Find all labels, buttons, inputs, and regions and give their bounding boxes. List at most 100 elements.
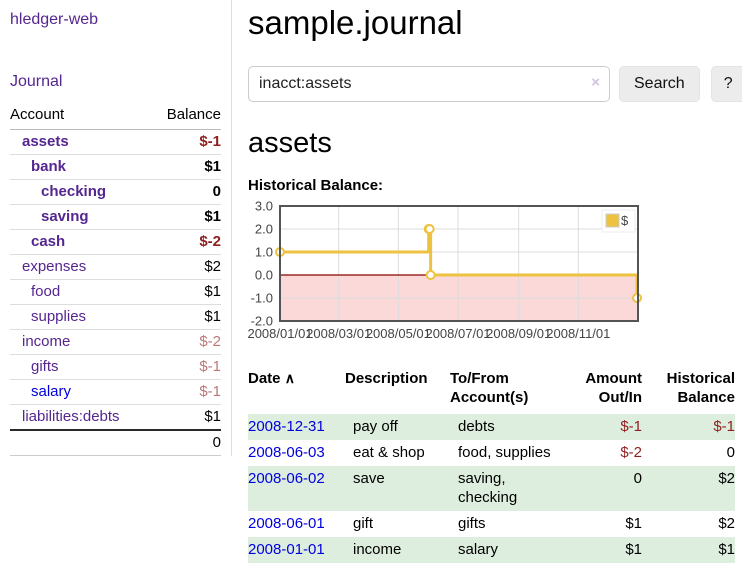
transaction-amount: $-2 <box>620 444 642 461</box>
nav-journal-link[interactable]: Journal <box>10 73 63 90</box>
register-row: 2008-06-03 eat & shop food, supplies $-2… <box>248 440 735 466</box>
accounts-total: 0 <box>151 429 221 456</box>
historical-balance-chart: 3.0 2.0 1.0 0.0 -1.0 -2.0 2008/01/01 2008/03/01… <box>247 199 742 357</box>
balance-header-line2: Balance <box>677 389 735 406</box>
svg-text:2008/05/01: 2008/05/01 <box>366 326 431 341</box>
register-header-row: Date ∧ Description To/From Account(s) Am… <box>248 369 735 414</box>
account-row-cash: cash $-2 <box>10 229 221 255</box>
transaction-description: gift <box>353 515 374 532</box>
svg-text:2008/03/01: 2008/03/01 <box>306 326 371 341</box>
sidebar: hledger-web Journal Account Balance asse… <box>0 0 232 456</box>
account-row-salary: salary $-1 <box>10 379 221 405</box>
accounts-table: Account Balance assets $-1 bank $1 check… <box>10 104 221 456</box>
transaction-accounts: saving, checking <box>458 470 518 506</box>
transaction-balance: $2 <box>718 470 735 487</box>
account-link-liabilities-debts[interactable]: liabilities:debts <box>22 408 120 425</box>
transaction-description: save <box>353 470 385 487</box>
svg-text:2008/07/01: 2008/07/01 <box>425 326 490 341</box>
account-link-salary[interactable]: salary <box>31 383 72 400</box>
accounts-header-line1: To/From <box>450 370 509 387</box>
main-content: sample.journal × Search ? assets Histori… <box>232 0 742 563</box>
page-title: sample.journal <box>248 4 463 41</box>
account-row-supplies: supplies $1 <box>10 304 221 330</box>
accounts-header-line2: Account(s) <box>450 389 529 406</box>
svg-text:-2.0: -2.0 <box>251 314 273 329</box>
account-balance: $1 <box>151 304 221 330</box>
help-button[interactable]: ? <box>710 66 742 102</box>
account-link-food[interactable]: food <box>31 283 61 300</box>
account-link-assets[interactable]: assets <box>22 133 69 150</box>
account-link-gifts[interactable]: gifts <box>31 358 59 375</box>
account-row-assets: assets $-1 <box>10 129 221 155</box>
search-box: × <box>248 66 610 102</box>
accounts-total-row: 0 <box>10 429 221 456</box>
amount-header-line2: Out/In <box>598 389 642 406</box>
svg-text:2008/11/01: 2008/11/01 <box>546 326 610 341</box>
account-link-cash[interactable]: cash <box>31 233 66 250</box>
register-table: Date ∧ Description To/From Account(s) Am… <box>248 369 735 563</box>
sort-asc-icon: ∧ <box>284 370 295 386</box>
transaction-balance: $1 <box>718 541 735 558</box>
accounts-header-account: Account <box>10 104 152 130</box>
transaction-amount: 0 <box>633 470 642 487</box>
transaction-balance: $2 <box>718 515 735 532</box>
app-title-link[interactable]: hledger-web <box>10 11 99 28</box>
chart-title: Historical Balance: <box>248 177 384 194</box>
transaction-date-link[interactable]: 2008-06-01 <box>248 515 325 532</box>
register-row: 2008-06-01 gift gifts $1 $2 <box>248 511 735 537</box>
account-balance: $-2 <box>151 329 221 355</box>
account-link-checking[interactable]: checking <box>41 183 107 200</box>
transaction-balance: 0 <box>726 444 735 461</box>
transaction-accounts: food, supplies <box>458 444 551 461</box>
account-link-bank[interactable]: bank <box>31 158 67 175</box>
transaction-amount: $-1 <box>620 418 642 435</box>
register-header-balance: Historical Balance <box>642 369 735 414</box>
transaction-description: pay off <box>353 418 398 435</box>
transaction-amount: $1 <box>625 515 642 532</box>
account-balance: $1 <box>151 154 221 180</box>
account-link-saving[interactable]: saving <box>41 208 89 225</box>
search-button[interactable]: Search <box>619 66 700 102</box>
spacer <box>10 429 152 456</box>
balance-header-line1: Historical <box>666 370 735 387</box>
transaction-date-link[interactable]: 2008-06-03 <box>248 444 325 461</box>
sidebar-nav: Journal <box>10 72 221 92</box>
register-header-date[interactable]: Date ∧ <box>248 369 345 414</box>
account-row-expenses: expenses $2 <box>10 254 221 280</box>
transaction-date-link[interactable]: 2008-12-31 <box>248 418 325 435</box>
account-balance: $-1 <box>151 129 221 155</box>
account-balance: $1 <box>151 204 221 230</box>
svg-text:1.0: 1.0 <box>255 245 273 260</box>
transaction-balance: $-1 <box>713 418 735 435</box>
transaction-date-link[interactable]: 2008-06-02 <box>248 470 325 487</box>
account-row-food: food $1 <box>10 279 221 305</box>
register-row: 2008-06-02 save saving, checking 0 $2 <box>248 466 735 511</box>
account-row-liabilities-debts: liabilities:debts $1 <box>10 404 221 431</box>
svg-text:3.0: 3.0 <box>255 200 273 214</box>
account-balance: $-1 <box>151 379 221 405</box>
page: hledger-web Journal Account Balance asse… <box>0 0 742 563</box>
transaction-amount: $1 <box>625 541 642 558</box>
clear-search-icon[interactable]: × <box>591 74 600 91</box>
svg-text:2.0: 2.0 <box>255 222 273 237</box>
register-header-description: Description <box>345 370 428 387</box>
account-row-saving: saving $1 <box>10 204 221 230</box>
account-link-supplies[interactable]: supplies <box>31 308 87 325</box>
accounts-header-balance: Balance <box>151 104 221 130</box>
account-row-income: income $-2 <box>10 329 221 355</box>
account-row-gifts: gifts $-1 <box>10 354 221 380</box>
transaction-description: eat & shop <box>353 444 425 461</box>
register-header-amount: Amount Out/In <box>562 369 642 414</box>
account-link-expenses[interactable]: expenses <box>22 258 87 275</box>
svg-text:-1.0: -1.0 <box>251 291 273 306</box>
account-heading: assets <box>248 127 332 159</box>
transaction-description: income <box>353 541 402 558</box>
account-link-income[interactable]: income <box>22 333 71 350</box>
register-header-accounts: To/From Account(s) <box>450 369 562 414</box>
svg-text:0.0: 0.0 <box>255 268 273 283</box>
transaction-accounts: debts <box>458 418 495 435</box>
account-balance: $2 <box>151 254 221 280</box>
search-input[interactable] <box>248 66 610 102</box>
account-balance: $-2 <box>151 229 221 255</box>
transaction-date-link[interactable]: 2008-01-01 <box>248 541 325 558</box>
